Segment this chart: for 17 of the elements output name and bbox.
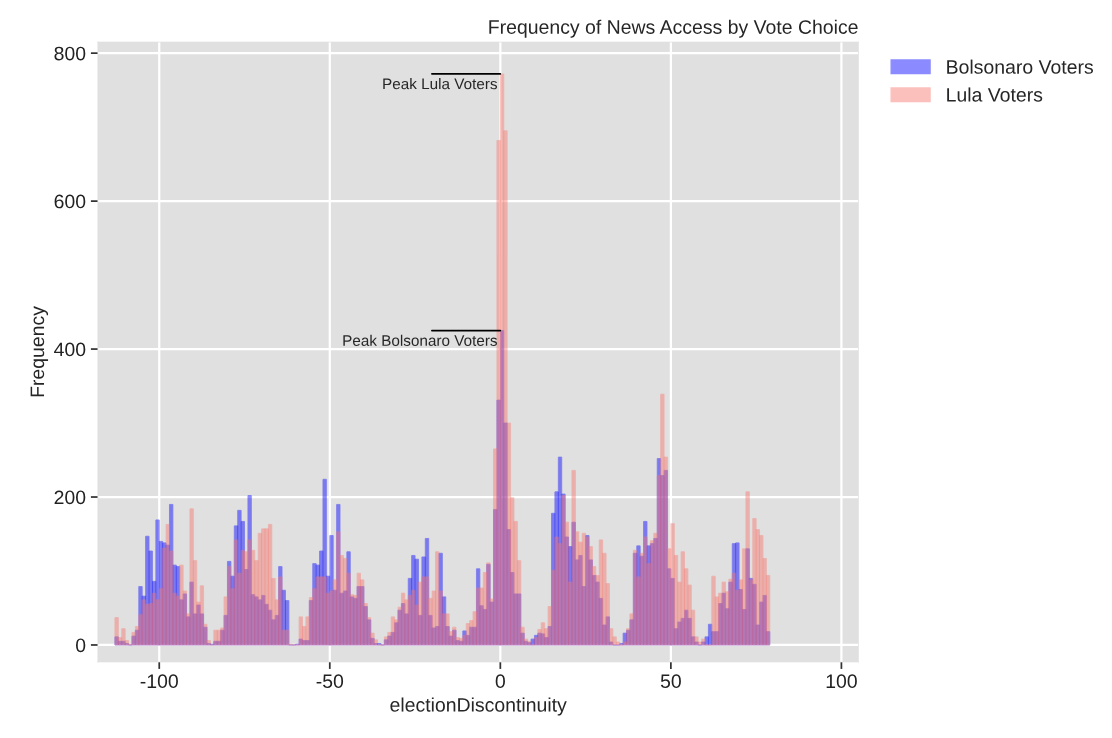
y-tick-label: 800: [54, 46, 86, 61]
y-tick-label: 400: [54, 342, 86, 357]
x-tick-label: 100: [826, 674, 857, 689]
annotation: Peak Lula Voters: [383, 78, 498, 90]
legend-label: Lula Voters: [947, 87, 1043, 102]
x-tick-label: -100: [140, 674, 178, 689]
x-axis-title: electionDiscontinuity: [390, 697, 567, 716]
x-tick-label: 50: [660, 674, 681, 689]
x-tick-label: 0: [495, 674, 505, 689]
legend-label: Bolsonaro Voters: [947, 59, 1094, 74]
y-tick-label: 600: [54, 194, 86, 209]
y-axis-title: Frequency: [30, 306, 49, 397]
chart-title: Frequency of News Access by Vote Choice: [489, 19, 858, 38]
annotation: Peak Bolsonaro Voters: [343, 334, 498, 346]
x-tick-label: -50: [316, 674, 344, 689]
y-tick-label: 0: [76, 638, 86, 653]
y-tick-label: 200: [54, 490, 86, 505]
